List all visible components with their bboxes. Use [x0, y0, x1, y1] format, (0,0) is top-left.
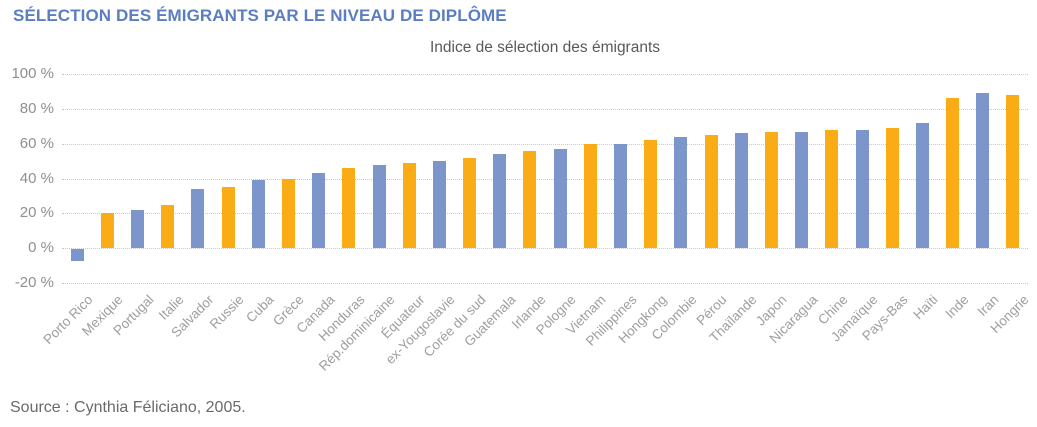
gridline	[62, 108, 1028, 110]
bar	[342, 168, 356, 249]
bar	[915, 122, 929, 249]
y-axis-tick-label: 0 %	[28, 239, 54, 257]
gridline	[62, 74, 1028, 75]
y-axis-tick-label: 40 %	[19, 169, 54, 187]
bar	[312, 173, 326, 249]
y-axis-tick-label: 60 %	[19, 134, 54, 152]
bar	[704, 135, 718, 249]
bar	[493, 154, 507, 249]
bar	[614, 143, 627, 249]
gridline	[62, 213, 1028, 215]
bar	[553, 148, 567, 249]
bar	[523, 150, 537, 249]
bar	[674, 136, 688, 249]
bar	[221, 187, 235, 249]
bar	[402, 162, 416, 249]
gridline	[62, 283, 1028, 284]
gridline	[62, 248, 1028, 250]
source-note: Source : Cynthia Féliciano, 2005.	[10, 399, 246, 416]
bar	[281, 178, 295, 249]
bar	[976, 93, 990, 249]
bar	[131, 209, 144, 249]
bar	[734, 133, 748, 249]
chart-subtitle: Indice de sélection des émigrants	[429, 39, 661, 56]
bar	[191, 189, 205, 249]
plot-area	[62, 74, 1028, 284]
bar	[1006, 94, 1020, 249]
bar	[583, 143, 597, 249]
bar	[372, 164, 386, 249]
page-title: SÉLECTION DES ÉMIGRANTS PAR LE NIVEAU DE…	[13, 6, 507, 25]
gridline	[62, 178, 1028, 180]
bar	[825, 129, 839, 249]
y-axis-tick-label: 20 %	[19, 204, 54, 222]
bar	[946, 98, 959, 249]
bar	[855, 129, 869, 249]
gridline	[62, 143, 1028, 145]
y-axis-tick-label: 100 %	[11, 65, 54, 82]
y-axis-tick-label: 80 %	[19, 99, 54, 117]
bar	[70, 249, 84, 262]
bar	[161, 204, 175, 249]
bar	[100, 213, 114, 249]
bar	[764, 131, 778, 249]
bar	[795, 131, 809, 249]
y-axis-tick-label: -20 %	[14, 274, 54, 291]
bar	[463, 157, 476, 249]
bar	[644, 140, 658, 249]
x-axis: Porto Rico Mexique Portugal Italie Salvador R…	[41, 283, 1032, 395]
bar	[251, 180, 265, 249]
bar	[432, 161, 446, 249]
bar	[885, 128, 899, 249]
